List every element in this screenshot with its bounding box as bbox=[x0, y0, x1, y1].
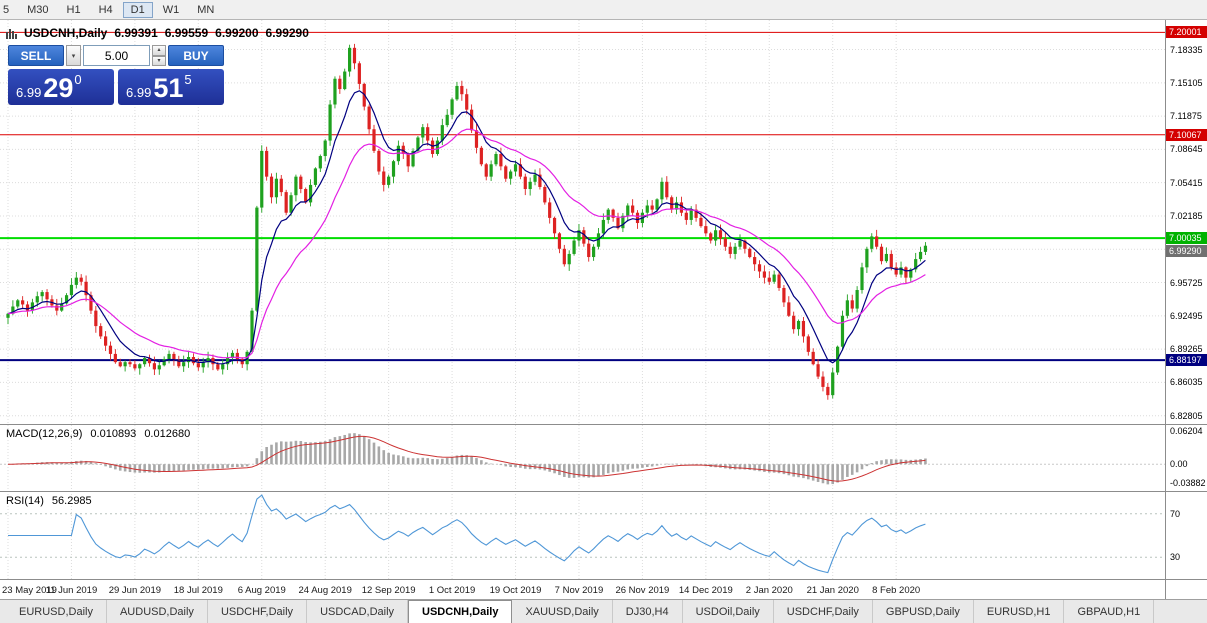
one-click-trading-panel: SELL ▾ ▴ ▾ BUY 6.99 29 0 6.99 51 5 bbox=[8, 45, 224, 105]
timeframe-button-h4[interactable]: H4 bbox=[91, 2, 121, 18]
x-axis-label: 14 Dec 2019 bbox=[679, 585, 733, 596]
rsi-name: RSI(14) bbox=[6, 495, 44, 507]
chart-tab-usdcad-daily[interactable]: USDCAD,Daily bbox=[307, 600, 409, 623]
price-scale-label: 7.18335 bbox=[1170, 44, 1203, 55]
x-axis-label: 21 Jan 2020 bbox=[807, 585, 859, 596]
timeframe-button-m30[interactable]: M30 bbox=[19, 2, 56, 18]
macd-name: MACD(12,26,9) bbox=[6, 428, 83, 440]
timeframe-button-mn[interactable]: MN bbox=[189, 2, 222, 18]
sell-price-prefix: 6.99 bbox=[16, 85, 42, 100]
chart-tab-audusd-daily[interactable]: AUDUSD,Daily bbox=[107, 600, 208, 623]
price-scale-label: 7.15105 bbox=[1170, 77, 1203, 88]
timeframe-toolbar: 5 M30 H1 H4 D1 W1 MN bbox=[0, 0, 1207, 20]
volume-dropdown-icon[interactable]: ▾ bbox=[66, 45, 81, 66]
x-axis-label: 1 Oct 2019 bbox=[429, 585, 475, 596]
timeframe-button-d1[interactable]: D1 bbox=[122, 1, 153, 18]
price-marker: 7.10067 bbox=[1166, 128, 1207, 141]
chart-tab-eurusd-h1[interactable]: EURUSD,H1 bbox=[974, 600, 1065, 623]
price-marker: 6.99290 bbox=[1166, 245, 1207, 258]
chart-tab-dj30-h4[interactable]: DJ30,H4 bbox=[613, 600, 683, 623]
rsi-indicator-label: RSI(14) 56.2985 bbox=[6, 495, 92, 507]
moving-averages bbox=[7, 90, 926, 365]
volume-spinner: ▴ ▾ bbox=[152, 45, 166, 66]
rsi-panel bbox=[0, 494, 1165, 574]
x-axis-label: 26 Nov 2019 bbox=[615, 585, 669, 596]
x-axis-label: 7 Nov 2019 bbox=[555, 585, 604, 596]
buy-button[interactable]: BUY bbox=[168, 45, 224, 66]
symbol-period-label: USDCNH,Daily bbox=[24, 26, 108, 40]
price-scale-label: 6.92495 bbox=[1170, 310, 1203, 321]
x-axis-label: 11 Jun 2019 bbox=[46, 585, 98, 596]
price-scale-label: 7.02185 bbox=[1170, 210, 1203, 221]
x-axis-label: 6 Aug 2019 bbox=[238, 585, 286, 596]
grid bbox=[0, 20, 1165, 580]
price-scale-label: 6.86035 bbox=[1170, 377, 1203, 388]
chart-tab-eurusd-daily[interactable]: EURUSD,Daily bbox=[6, 600, 107, 623]
buy-price-big-digits: 51 bbox=[153, 73, 184, 104]
sell-price-pip: 0 bbox=[74, 72, 82, 87]
sell-button[interactable]: SELL bbox=[8, 45, 64, 66]
chart-window[interactable]: 23 May 2019 11 Jun 2019 29 Jun 2019 18 Jul … bbox=[0, 20, 1207, 599]
chart-tabbar: EURUSD,Daily AUDUSD,Daily USDCHF,Daily USDC… bbox=[0, 599, 1207, 623]
x-axis-label: 8 Feb 2020 bbox=[872, 585, 920, 596]
price-marker: 7.20001 bbox=[1166, 26, 1207, 39]
macd-value-signal: 0.012680 bbox=[144, 428, 191, 440]
price-scale-label: 6.95725 bbox=[1170, 277, 1203, 288]
macd-value-main: 0.010893 bbox=[90, 428, 137, 440]
ohlc-open: 6.99391 bbox=[114, 26, 158, 40]
chart-tab-usdcnh-daily[interactable]: USDCNH,Daily bbox=[408, 600, 513, 623]
chart-tab-usdoil-daily[interactable]: USDOil,Daily bbox=[683, 600, 774, 623]
volume-increase-button[interactable]: ▴ bbox=[152, 45, 166, 56]
timeframe-button-h1[interactable]: H1 bbox=[59, 2, 89, 18]
macd-scale-label: 0.06204 bbox=[1170, 426, 1203, 436]
price-scale-label: 7.11875 bbox=[1170, 111, 1202, 122]
x-axis-label: 29 Jun 2019 bbox=[109, 585, 161, 596]
macd-panel bbox=[0, 433, 1165, 485]
price-scale-label: 7.05415 bbox=[1170, 177, 1203, 188]
chart-tab-gbpaud-h1[interactable]: GBPAUD,H1 bbox=[1064, 600, 1155, 623]
macd-scale-label: -0.03882 bbox=[1170, 478, 1206, 488]
volume-decrease-button[interactable]: ▾ bbox=[152, 55, 166, 66]
timeframe-button-w1[interactable]: W1 bbox=[155, 2, 188, 18]
timeframe-button-5[interactable]: 5 bbox=[0, 2, 17, 18]
rsi-level-label: 70 bbox=[1170, 508, 1181, 519]
rsi-value: 56.2985 bbox=[51, 495, 92, 507]
x-axis-label: 2 Jan 2020 bbox=[746, 585, 793, 596]
x-axis-label: 19 Oct 2019 bbox=[490, 585, 542, 596]
ohlc-close: 6.99290 bbox=[265, 26, 309, 40]
x-axis-label: 23 May 2019 bbox=[2, 585, 57, 596]
x-axis-label: 18 Jul 2019 bbox=[174, 585, 223, 596]
chart-tab-xauusd-daily[interactable]: XAUUSD,Daily bbox=[512, 600, 613, 623]
macd-scale-label: 0.00 bbox=[1170, 459, 1188, 470]
volume-input[interactable] bbox=[83, 45, 150, 66]
x-axis-label: 12 Sep 2019 bbox=[362, 585, 416, 596]
price-scale-label: 6.82805 bbox=[1170, 410, 1203, 421]
rsi-level-label: 30 bbox=[1170, 552, 1181, 563]
chart-icon bbox=[6, 28, 17, 39]
chart-tab-gbpusd-daily[interactable]: GBPUSD,Daily bbox=[873, 600, 974, 623]
price-marker: 7.00035 bbox=[1166, 232, 1207, 245]
price-scale-label: 6.89265 bbox=[1170, 344, 1203, 355]
chart-header: USDCNH,Daily 6.99391 6.99559 6.99200 6.9… bbox=[6, 26, 309, 40]
chart-tab-usdchf-daily[interactable]: USDCHF,Daily bbox=[208, 600, 308, 623]
ohlc-high: 6.99559 bbox=[164, 26, 209, 40]
buy-price-display[interactable]: 6.99 51 5 bbox=[118, 69, 224, 105]
panel-separators bbox=[0, 20, 1207, 599]
buy-price-prefix: 6.99 bbox=[126, 85, 152, 100]
x-axis-label: 24 Aug 2019 bbox=[299, 585, 352, 596]
ohlc-low: 6.99200 bbox=[215, 26, 259, 40]
sell-price-display[interactable]: 6.99 29 0 bbox=[8, 69, 114, 105]
sell-price-big-digits: 29 bbox=[43, 73, 74, 104]
price-scale-label: 7.08645 bbox=[1170, 144, 1203, 155]
price-marker: 6.88197 bbox=[1166, 354, 1207, 367]
buy-price-pip: 5 bbox=[184, 72, 192, 87]
macd-indicator-label: MACD(12,26,9) 0.010893 0.012680 bbox=[6, 428, 190, 440]
chart-tab-usdchf-daily[interactable]: USDCHF,Daily bbox=[774, 600, 873, 623]
